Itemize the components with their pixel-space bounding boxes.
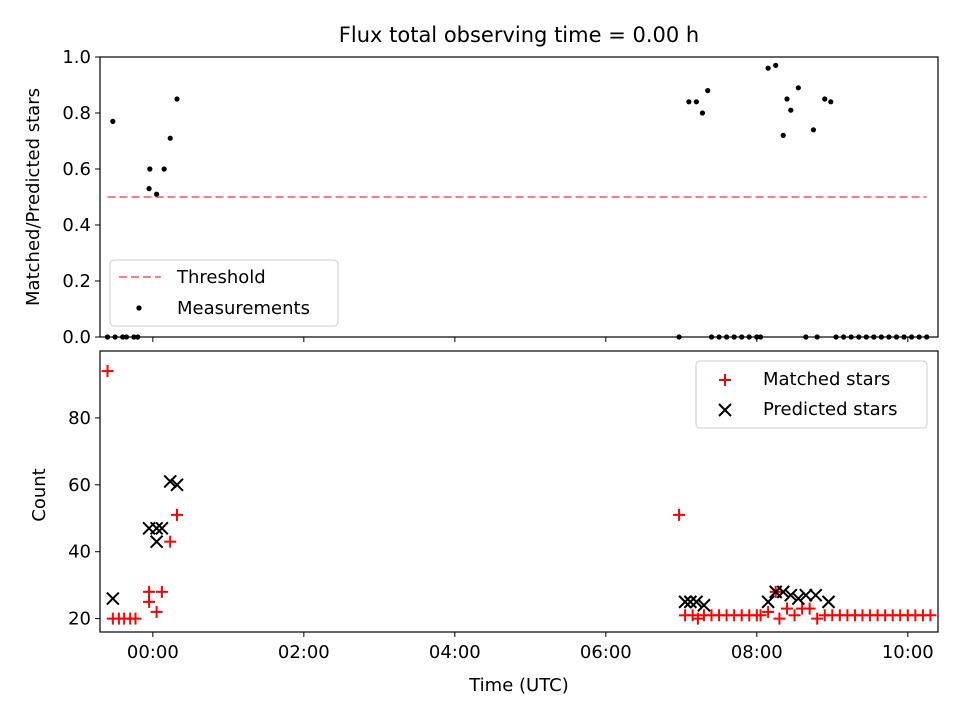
bottom-axes-frame [99,350,939,633]
measurements-legend-swatch [136,305,142,311]
bottom-plot-area: 20 40 60 80 00:00 02:00 04:00 06:00 08:00 10:00 [68,365,937,663]
matched-star-marker [924,609,937,622]
measurement-point [780,132,786,138]
measurement-point [147,166,153,172]
bottom-y-axis-label: Count [29,468,50,521]
measurement-point [795,85,801,91]
bottom-y-tick-label: 20 [68,609,91,630]
matched-star-marker [171,508,184,521]
top-axes-frame [99,56,939,338]
predicted-star-marker [106,591,120,606]
x-axis-label: Time (UTC) [468,675,569,696]
predicted-legend-label: Predicted stars [763,399,897,420]
top-plot-area: 0.0 0.2 0.4 0.6 0.8 1.0 [62,47,930,348]
matched-star-marker [155,585,168,598]
top-legend: Threshold Measurements [109,259,339,327]
measurement-point [788,107,794,113]
chart-title: Flux total observing time = 0.00 h [339,23,699,47]
predicted-star-marker [791,591,806,606]
measurement-point [828,99,834,105]
predicted-star-marker [799,588,813,602]
predicted-star-marker [761,595,775,609]
top-legend-box [109,259,339,327]
measurement-point [810,127,817,133]
predicted-star-marker [155,521,169,536]
predicted-star-marker [170,478,184,492]
measurement-point [773,62,779,68]
matched-star-marker [788,609,801,622]
measurement-point [705,88,711,94]
measurement-point [146,186,152,192]
top-panel: Flux total observing time = 0.00 h Match… [23,23,939,348]
bottom-x-tick-label: 10:00 [882,642,934,663]
top-y-axis-label: Matched/Predicted stars [23,88,44,306]
bottom-x-tick-label: 02:00 [278,642,330,663]
predicted-star-marker [697,598,711,612]
top-y-tick-label: 0.0 [62,327,91,348]
bottom-y-tick-label: 80 [68,408,91,429]
matched-star-marker [101,365,114,378]
top-y-tick-label: 0.6 [62,159,91,180]
top-y-tick-label: 0.2 [62,271,91,292]
matched-star-marker [803,602,816,615]
measurement-point [686,99,692,105]
predicted-star-marker [784,588,798,602]
predicted-star-marker [678,595,692,609]
bottom-series-predicted-stars [106,474,836,612]
predicted-star-marker [163,474,177,489]
top-y-tick-label: 0.4 [62,215,91,236]
top-y-tick-label: 1.0 [62,47,91,68]
measurement-point [154,191,160,197]
measurement-point [822,96,828,102]
measurement-point [161,166,167,172]
matched-star-marker [143,595,156,608]
bottom-series-matched-stars [101,365,937,625]
matched-star-marker [781,602,794,615]
bottom-x-tick-label: 06:00 [580,642,632,663]
bottom-legend: Matched stars Predicted stars [695,360,928,429]
matched-star-marker [164,535,177,548]
predicted-star-marker [149,534,164,549]
measurements-legend-label: Measurements [177,298,310,319]
predicted-star-marker [689,595,704,609]
matched-star-marker [150,605,163,618]
predicted-star-marker [821,595,836,609]
predicted-star-marker [683,595,698,609]
bottom-y-tick-label: 40 [68,542,91,563]
top-y-tick-label: 0.8 [62,103,91,124]
predicted-star-marker [149,521,164,536]
matched-star-marker [754,609,767,622]
predicted-star-marker [776,585,790,599]
measurement-point [693,99,700,105]
bottom-x-tick-label: 08:00 [731,642,783,663]
bottom-x-tick-label: 04:00 [429,642,481,663]
matched-star-marker [691,612,704,625]
matched-legend-label: Matched stars [763,369,890,390]
matched-star-marker [811,612,824,625]
bottom-x-tick-label: 00:00 [127,642,179,663]
measurement-point [110,118,116,124]
predicted-star-marker [808,588,823,602]
measurement-point [174,96,180,102]
measurement-point [784,96,790,102]
threshold-legend-label: Threshold [176,267,266,288]
matched-star-marker [129,612,142,625]
matched-star-marker [762,605,775,618]
measurement-point [765,65,771,71]
predicted-legend-swatch [718,403,732,417]
matched-star-marker [673,508,686,521]
matched-legend-swatch [719,374,731,386]
bottom-panel: Count Time (UTC) 20 40 60 80 00:00 02:00 04:00… [29,350,939,696]
measurement-point [699,110,706,116]
matched-star-marker [773,612,786,625]
bottom-y-tick-label: 60 [68,475,91,496]
top-series-measurements [104,62,930,340]
matched-star-marker [143,585,156,598]
measurement-point [167,135,173,141]
bottom-legend-box [695,360,928,429]
